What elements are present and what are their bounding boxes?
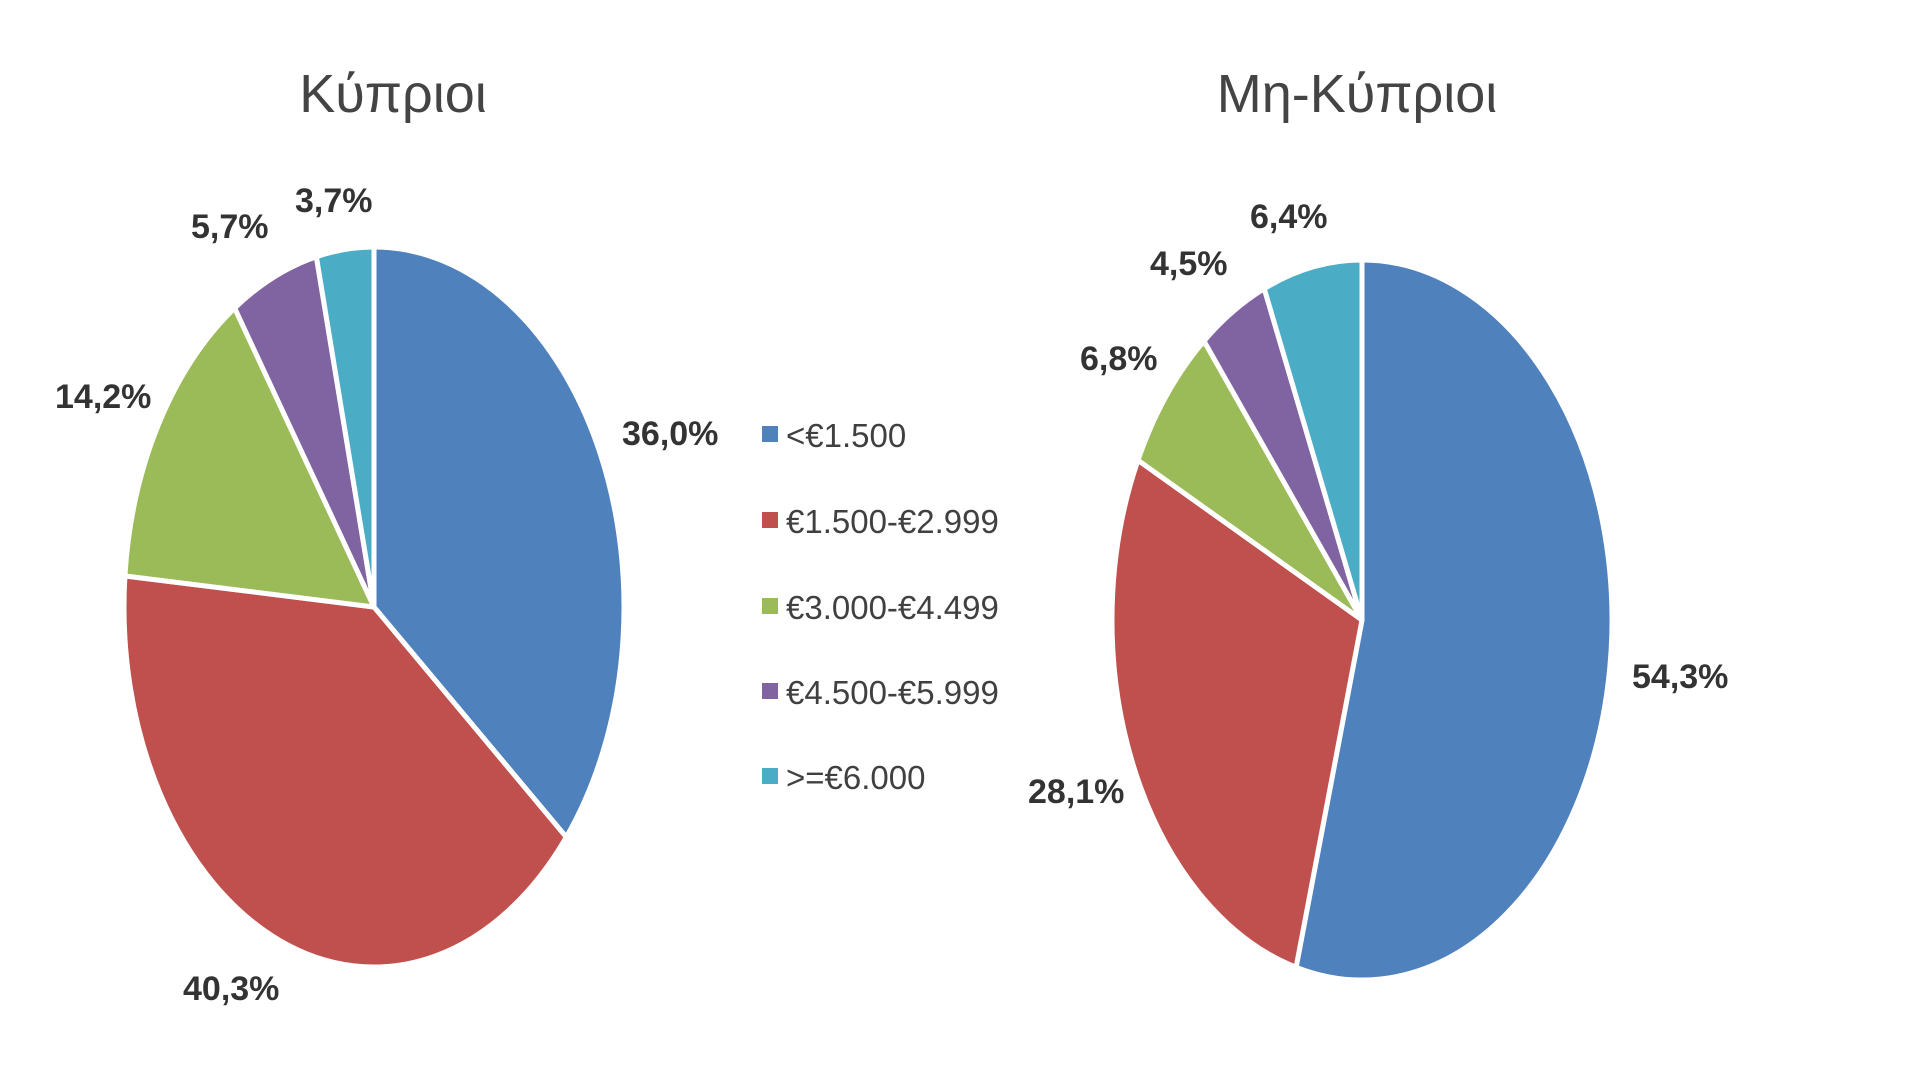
legend-item-4500-5999: €4.500-€5.999 bbox=[762, 674, 999, 711]
legend: <€1.500 €1.500-€2.999 €3.000-€4.499 €4.5… bbox=[762, 417, 999, 796]
legend-label-1500-2999: €1.500-€2.999 bbox=[786, 503, 999, 540]
legend-label-3000-4499: €3.000-€4.499 bbox=[786, 589, 999, 626]
data-label-cypriots-4500-5999: 5,7% bbox=[191, 208, 269, 246]
data-label-non-cypriots-3000-4499: 6,8% bbox=[1080, 340, 1158, 378]
pie-slice-cypriots-lt1500 bbox=[371, 244, 627, 840]
pie-slice-non-cypriots-1500-2999 bbox=[1109, 457, 1365, 970]
pie-slice-cypriots-3000-4499 bbox=[122, 305, 377, 610]
legend-swatch-1500-2999 bbox=[762, 512, 778, 528]
data-label-non-cypriots-4500-5999: 4,5% bbox=[1150, 245, 1228, 283]
legend-label-4500-5999: €4.500-€5.999 bbox=[786, 674, 999, 711]
legend-item-lt1500: <€1.500 bbox=[762, 417, 906, 454]
data-label-cypriots-1500-2999: 40,3% bbox=[183, 970, 279, 1008]
pie-slice-cypriots-gte6000 bbox=[313, 244, 377, 610]
data-label-cypriots-gte6000: 3,7% bbox=[295, 182, 373, 220]
pie-slice-non-cypriots-lt1500 bbox=[1293, 257, 1615, 983]
data-label-cypriots-lt1500: 36,0% bbox=[622, 415, 718, 453]
legend-swatch-3000-4499 bbox=[762, 598, 778, 614]
legend-item-3000-4499: €3.000-€4.499 bbox=[762, 589, 999, 626]
pie-slices-cypriots bbox=[121, 244, 627, 970]
legend-item-1500-2999: €1.500-€2.999 bbox=[762, 503, 999, 540]
pie-slice-non-cypriots-gte6000 bbox=[1261, 257, 1365, 623]
legend-swatch-lt1500 bbox=[762, 426, 778, 442]
pie-chart-non-cypriots: Μη-Κύπριοι 54,3% 28,1% 6,8% 4,5% 6,4% bbox=[1028, 64, 1728, 983]
pie-chart-cypriots: Κύπριοι 36,0% 40,3% 14,2% 5,7% 3,7% bbox=[55, 64, 718, 1008]
data-label-non-cypriots-gte6000: 6,4% bbox=[1250, 198, 1328, 236]
pie-slice-non-cypriots-3000-4499 bbox=[1135, 338, 1365, 623]
data-label-cypriots-3000-4499: 14,2% bbox=[55, 378, 151, 416]
chart-title-non-cypriots: Μη-Κύπριοι bbox=[1217, 64, 1498, 124]
pie-slice-cypriots-1500-2999 bbox=[121, 573, 569, 970]
chart-title-cypriots: Κύπριοι bbox=[299, 64, 487, 124]
legend-label-gte6000: >=€6.000 bbox=[786, 759, 925, 796]
legend-swatch-4500-5999 bbox=[762, 683, 778, 699]
legend-item-gte6000: >=€6.000 bbox=[762, 759, 925, 796]
legend-swatch-gte6000 bbox=[762, 768, 778, 784]
legend-label-lt1500: <€1.500 bbox=[786, 417, 906, 454]
data-label-non-cypriots-lt1500: 54,3% bbox=[1632, 658, 1728, 696]
pie-slices-non-cypriots bbox=[1109, 257, 1615, 983]
data-label-non-cypriots-1500-2999: 28,1% bbox=[1028, 773, 1124, 811]
